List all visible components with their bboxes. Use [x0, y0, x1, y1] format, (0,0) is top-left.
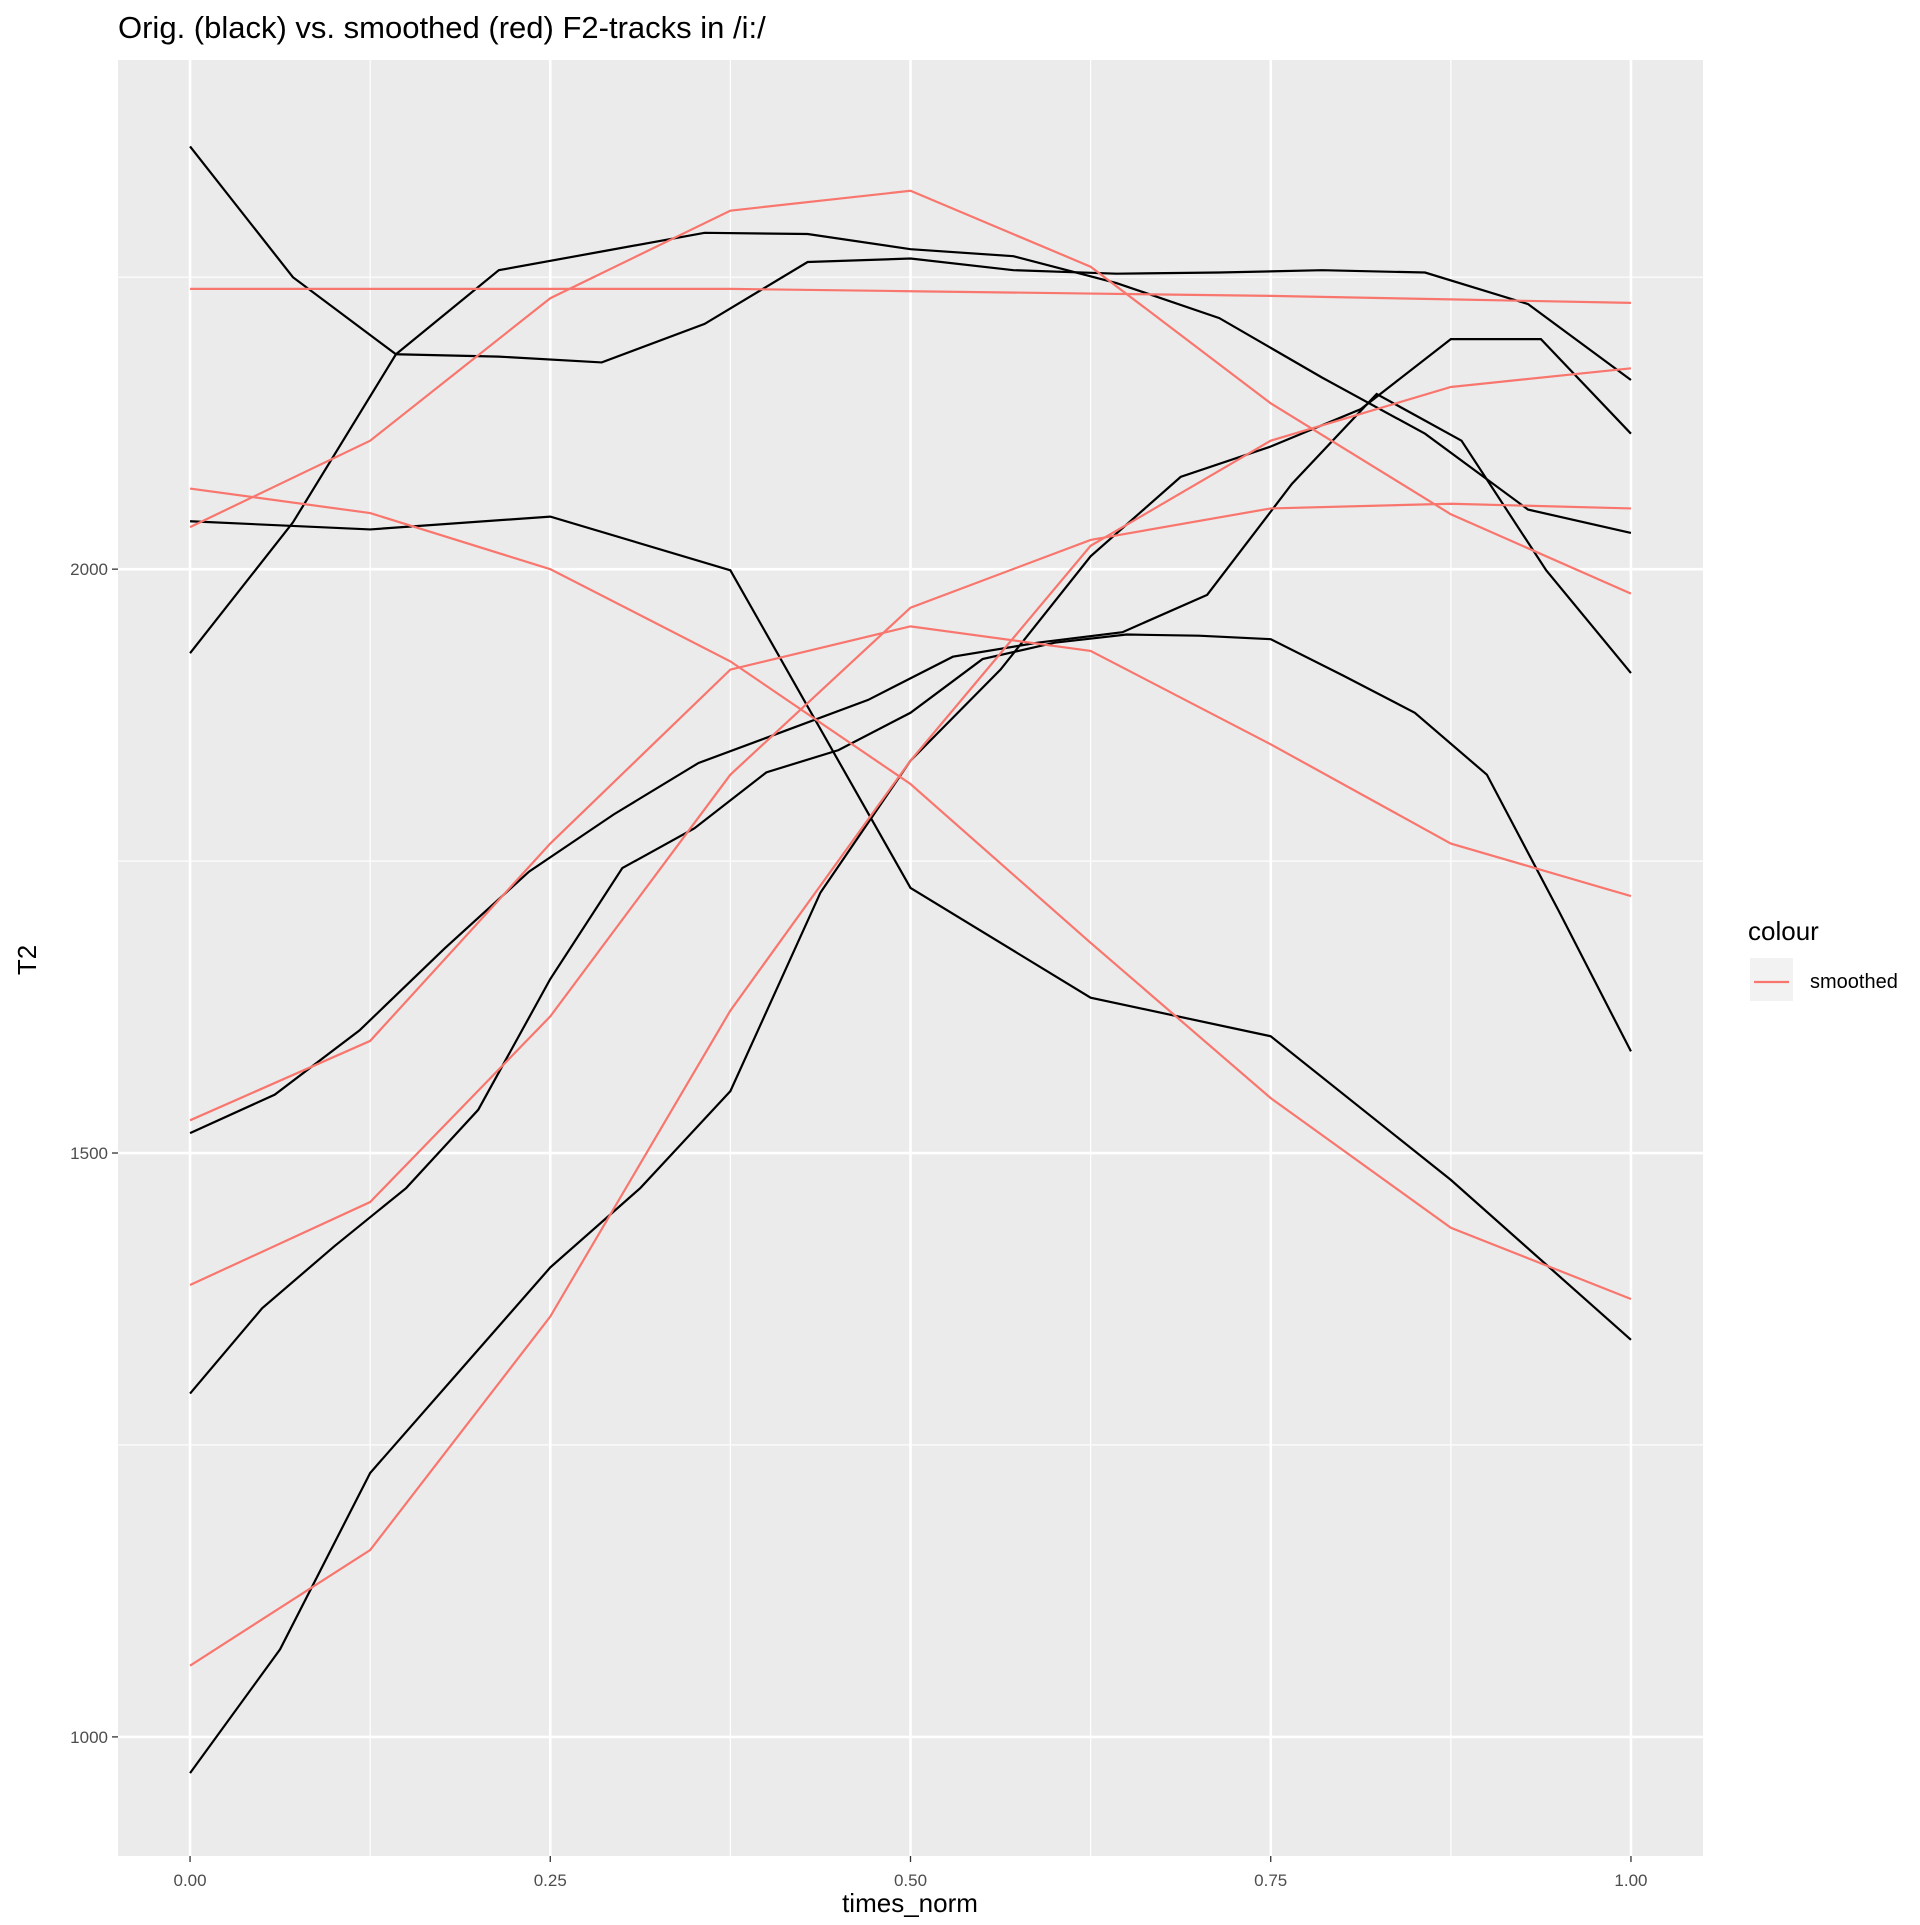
line	[189, 367, 1632, 1667]
x-tick-label: 1.00	[1614, 1871, 1647, 1890]
x-tick-label: 0.50	[894, 1871, 927, 1890]
x-axis-title: times_norm	[842, 1888, 978, 1918]
legend-label: smoothed	[1810, 971, 1898, 993]
x-tick-label: 0.00	[173, 1871, 206, 1890]
line	[189, 487, 1632, 1301]
chart-title: Orig. (black) vs. smoothed (red) F2-trac…	[118, 10, 766, 45]
line	[189, 189, 1632, 595]
y-tick-label: 2000	[70, 560, 108, 579]
x-tick-label: 0.75	[1254, 1871, 1287, 1890]
line	[190, 287, 1631, 304]
line	[189, 625, 1632, 1122]
legend-key-bg	[1750, 958, 1793, 1001]
line	[189, 633, 1632, 1395]
line	[189, 392, 1632, 1135]
line	[189, 231, 1632, 654]
y-tick-label: 1500	[70, 1144, 108, 1163]
x-tick-label: 0.25	[534, 1871, 567, 1890]
line	[189, 515, 1632, 1341]
line	[189, 502, 1631, 1286]
line	[189, 145, 1632, 381]
y-tick-label: 1000	[70, 1728, 108, 1747]
y-axis-title: T2	[12, 945, 42, 975]
legend-title: colour	[1748, 916, 1819, 946]
